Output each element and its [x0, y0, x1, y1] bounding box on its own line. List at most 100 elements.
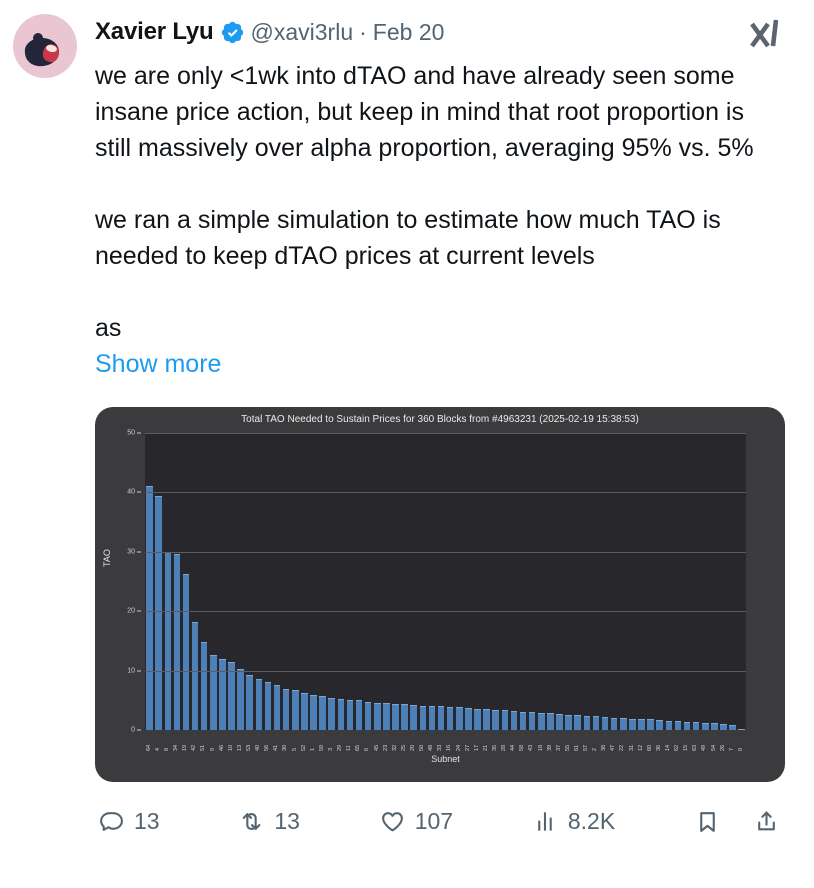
x-tick-label: 1 [309, 747, 316, 751]
bar [210, 654, 217, 730]
bar [200, 641, 208, 730]
chart-x-ticks: 64 4 8 34 19 42 51 9 46 10 13 53 40 56 41 30 5 52 1 59 3 29 11… [145, 731, 746, 751]
bar [565, 714, 572, 730]
bar [711, 723, 718, 730]
x-tick-label: 26 [719, 744, 726, 751]
x-tick-label: 63 [692, 744, 699, 751]
user-handle[interactable]: @xavi3rlu [250, 18, 354, 45]
x-tick-label: 9 [209, 747, 216, 751]
xai-logo-icon[interactable] [742, 14, 786, 54]
x-tick-label: 41 [273, 744, 280, 751]
bar [610, 717, 618, 730]
bar [273, 685, 281, 730]
bar [292, 690, 299, 730]
bar [665, 720, 673, 730]
x-tick-label: 11 [346, 745, 353, 751]
x-tick-label: 6 [364, 747, 371, 751]
bar [264, 682, 272, 730]
gridline [145, 492, 746, 494]
bar [456, 707, 463, 730]
x-tick-label: 53 [246, 744, 252, 751]
x-tick-label: 37 [555, 744, 562, 751]
x-tick-label: 64 [145, 744, 152, 751]
show-more-link[interactable]: Show more [95, 350, 222, 378]
bar [319, 696, 326, 730]
bar [692, 722, 700, 730]
like-icon [381, 812, 403, 832]
bar [674, 721, 682, 730]
x-tick-label: 42 [191, 744, 198, 751]
x-tick-label: 43 [528, 744, 535, 751]
bar [246, 674, 254, 730]
bar [219, 658, 226, 730]
verified-badge-icon [221, 21, 243, 43]
bookmark-icon[interactable] [695, 809, 720, 834]
x-tick-label: 13 [236, 744, 243, 751]
x-tick-label: 25 [400, 744, 407, 751]
bar [601, 716, 609, 730]
x-tick-label: 32 [391, 744, 398, 751]
share-icon[interactable] [754, 809, 779, 834]
x-tick-label: 19 [182, 744, 189, 751]
tweet-media-chart[interactable]: Total TAO Needed to Sustain Prices for 3… [95, 407, 785, 782]
bar [720, 724, 727, 730]
tweet-paragraph: we ran a simple simulation to estimate h… [95, 206, 721, 270]
x-tick-label: 36 [655, 744, 662, 751]
x-tick-label: 12 [637, 744, 644, 751]
x-tick-label: 0 [737, 747, 744, 751]
x-tick-label: 46 [218, 744, 225, 751]
x-tick-label: 55 [564, 744, 571, 751]
bar [537, 712, 545, 730]
tweet-paragraph: as [95, 314, 122, 342]
bar [583, 715, 591, 730]
x-tick-label: 7 [728, 747, 735, 751]
like-button[interactable]: 107 [380, 808, 453, 835]
action-group [695, 809, 779, 834]
x-tick-label: 47 [610, 744, 617, 751]
display-name[interactable]: Xavier Lyu [95, 18, 214, 45]
bar [437, 706, 445, 730]
timestamp[interactable]: Feb 20 [372, 18, 445, 45]
x-tick-label: 21 [482, 744, 489, 751]
x-tick-label: 52 [300, 744, 307, 751]
views-button[interactable]: 8.2K [533, 808, 615, 835]
x-tick-label: 65 [355, 744, 362, 751]
bar [282, 689, 290, 730]
bar [619, 718, 627, 730]
bar [683, 721, 691, 730]
x-tick-label: 30 [282, 744, 289, 751]
bar [629, 718, 636, 730]
y-tick-label: 0 [131, 727, 141, 734]
x-tick-label: 10 [227, 744, 234, 751]
chart-plot-area [145, 433, 746, 730]
bar [355, 700, 363, 730]
tweet-body: we are only <1wk into dTAO and have alre… [95, 58, 785, 382]
reply-count: 13 [134, 808, 160, 834]
x-tick-label: 29 [337, 744, 344, 751]
bar [419, 705, 427, 730]
reply-button[interactable]: 13 [99, 808, 160, 835]
gridline [145, 433, 746, 434]
repost-button[interactable]: 13 [239, 808, 300, 835]
bar [528, 712, 536, 730]
bar [410, 705, 417, 730]
x-tick-label: 48 [428, 744, 435, 751]
x-tick-label: 28 [501, 744, 508, 751]
views-icon [538, 812, 552, 831]
bar [301, 693, 308, 730]
bar [738, 728, 745, 730]
x-tick-label: 18 [537, 744, 544, 751]
x-tick-label: 35 [491, 744, 498, 751]
x-tick-label: 3 [327, 747, 334, 751]
x-tick-label: 56 [264, 744, 271, 751]
avatar[interactable] [13, 14, 77, 78]
x-tick-label: 15 [683, 744, 690, 751]
bar [729, 725, 736, 730]
bar [173, 553, 181, 730]
bar [364, 702, 372, 730]
x-tick-label: 4 [154, 747, 161, 751]
tweet-main-column: Xavier Lyu @xavi3rlu · Feb 20 we are onl… [95, 14, 785, 835]
x-tick-label: 60 [646, 744, 653, 751]
tweet-header: Xavier Lyu @xavi3rlu · Feb 20 [95, 18, 785, 46]
bar [428, 705, 436, 730]
